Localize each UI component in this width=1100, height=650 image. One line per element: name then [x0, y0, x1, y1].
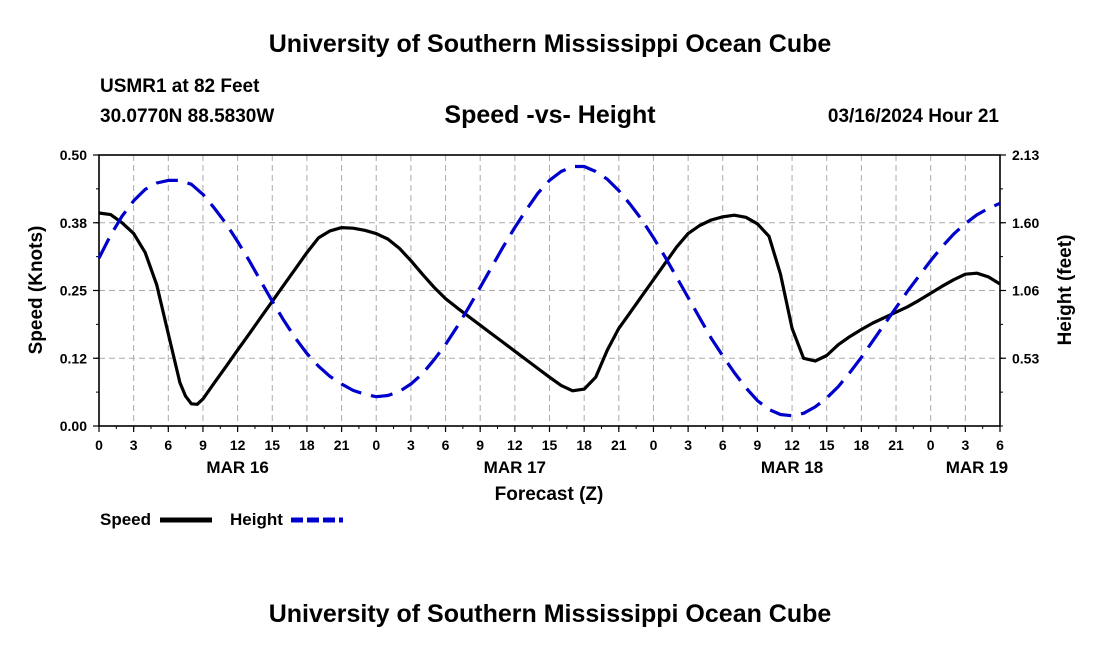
x-tick-label: 9 [476, 437, 484, 453]
axes: 0 3 6 9 12 15 18 21 0 3 6 9 12 15 18 21 0 3 6 9 12 15 18 21 0 3 6 M… [60, 147, 1040, 477]
legend-label-speed: Speed [100, 510, 151, 529]
chart-title-bottom: University of Southern Mississippi Ocean… [268, 600, 832, 628]
date-label: MAR 19 [946, 458, 1008, 477]
x-tick-label: 21 [888, 437, 904, 453]
x-tick-label: 12 [784, 437, 800, 453]
y2-tick-label: 1.06 [1012, 283, 1039, 299]
x-tick-label: 9 [754, 437, 762, 453]
y-tick-label: 0.25 [60, 283, 87, 299]
x-tick-label: 0 [95, 437, 103, 453]
chart-title-top: University of Southern Mississippi Ocean… [268, 30, 832, 58]
x-tick-label: 18 [576, 437, 592, 453]
timestamp-label: 03/16/2024 Hour 21 [827, 106, 999, 127]
x-tick-label: 9 [199, 437, 207, 453]
date-label: MAR 18 [761, 458, 823, 477]
date-label: MAR 17 [484, 458, 546, 477]
legend-label-height: Height [230, 510, 283, 529]
x-tick-label: 3 [130, 437, 138, 453]
x-tick-label: 12 [230, 437, 246, 453]
y-tick-label: 0.38 [60, 215, 87, 231]
y-tick-label: 0.00 [60, 418, 87, 434]
legend: Speed Height [100, 510, 343, 529]
x-tick-label: 0 [650, 437, 658, 453]
x-tick-label: 6 [996, 437, 1004, 453]
height-series-line [97, 164, 1001, 418]
station-label: USMR1 at 82 Feet [100, 76, 260, 97]
x-tick-label: 3 [407, 437, 415, 453]
x-tick-label: 21 [611, 437, 627, 453]
x-tick-label: 15 [264, 437, 280, 453]
y2-tick-label: 0.53 [1012, 350, 1039, 366]
y2-tick-label: 2.13 [1012, 147, 1039, 163]
y2-axis-label: Height (feet) [1055, 235, 1076, 346]
x-tick-label: 3 [684, 437, 692, 453]
x-tick-label: 6 [442, 437, 450, 453]
speed-series-line [98, 211, 1001, 406]
x-tick-label: 15 [819, 437, 835, 453]
y-axis-label: Speed (Knots) [26, 226, 47, 355]
x-tick-label: 15 [542, 437, 558, 453]
x-tick-label: 18 [299, 437, 315, 453]
x-tick-label: 21 [334, 437, 350, 453]
x-tick-label: 0 [372, 437, 380, 453]
date-label: MAR 16 [206, 458, 268, 477]
x-tick-label: 3 [961, 437, 969, 453]
grid [99, 155, 1000, 426]
x-tick-label: 6 [164, 437, 172, 453]
y-tick-label: 0.12 [60, 350, 87, 366]
x-tick-label: 18 [854, 437, 870, 453]
chart-subtitle: Speed -vs- Height [444, 101, 656, 129]
y-tick-label: 0.50 [60, 147, 87, 163]
series-group [97, 164, 1001, 418]
x-tick-label: 0 [927, 437, 935, 453]
y2-tick-label: 1.60 [1012, 215, 1039, 231]
x-tick-label: 12 [507, 437, 523, 453]
coordinates-label: 30.0770N 88.5830W [100, 106, 275, 127]
x-tick-label: 6 [719, 437, 727, 453]
x-axis-label: Forecast (Z) [495, 484, 604, 505]
